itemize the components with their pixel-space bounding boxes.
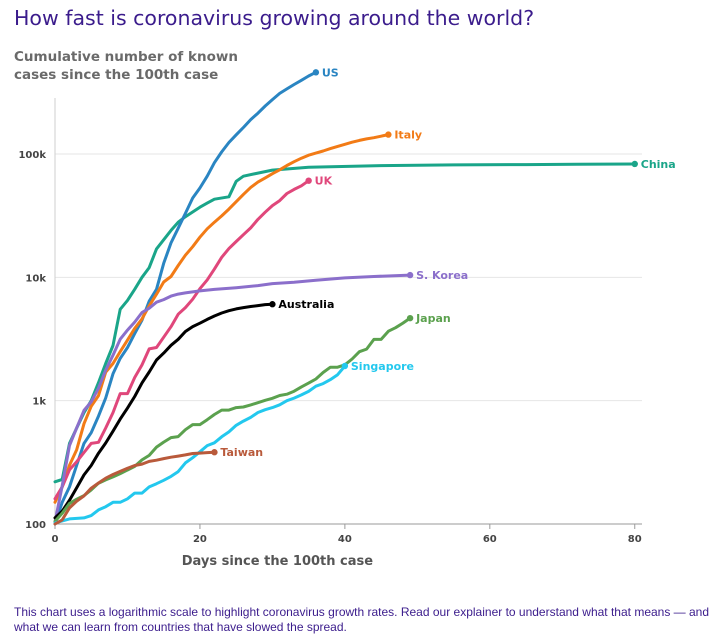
x-tick-label: 60 [483, 534, 497, 545]
x-tick-label: 0 [52, 534, 59, 545]
series-labels: China US Italy UK S. Korea Australia Japan Sing… [220, 66, 675, 459]
series-label-s-korea: S. Korea [416, 269, 468, 282]
series-line-uk [53, 179, 311, 501]
y-tick-label: 100 [25, 520, 46, 531]
series-lines [53, 69, 638, 526]
series-label-taiwan: Taiwan [220, 446, 263, 459]
end-point-japan [406, 314, 414, 322]
series-label-australia: Australia [278, 298, 334, 311]
series-line-s-korea [53, 273, 412, 524]
y-tick-label: 10k [25, 273, 46, 284]
end-point-us [312, 69, 320, 76]
end-point-taiwan [211, 449, 218, 456]
y-tick-label: 100k [18, 150, 46, 161]
end-point-italy [385, 131, 392, 138]
x-axis-label: Days since the 100th case [182, 554, 374, 569]
end-point-s-korea [406, 271, 414, 279]
x-tick-label: 80 [628, 534, 642, 545]
series-label-uk: UK [315, 175, 333, 188]
chart-title: How fast is coronavirus growing around t… [14, 6, 535, 30]
chart-svg: 100 1k 10k 100k 0 20 40 60 80 China US Italy UK S. K… [18, 66, 675, 569]
series-line-italy [53, 133, 390, 504]
end-point-singapore [341, 362, 349, 370]
series-label-us: US [322, 66, 339, 79]
x-tick-label: 20 [193, 534, 207, 545]
series-label-singapore: Singapore [351, 360, 414, 373]
series-line-singapore [53, 364, 347, 525]
series-label-china: China [641, 158, 676, 171]
series-label-italy: Italy [394, 129, 422, 142]
y-axis-label: Cumulative number of known cases since t… [14, 49, 238, 83]
end-point-uk [305, 177, 312, 184]
series-line-taiwan [53, 450, 216, 526]
series-line-australia [53, 302, 274, 520]
axes: 100 1k 10k 100k 0 20 40 60 80 [18, 98, 642, 545]
series-line-japan [53, 316, 412, 523]
series-label-japan: Japan [415, 312, 451, 325]
y-tick-label: 1k [32, 397, 46, 408]
footnote: This chart uses a logarithmic scale to h… [14, 605, 710, 634]
series-line-us [53, 70, 318, 526]
x-tick-label: 40 [338, 534, 352, 545]
end-point-china [631, 160, 638, 168]
end-point-australia [269, 301, 276, 308]
